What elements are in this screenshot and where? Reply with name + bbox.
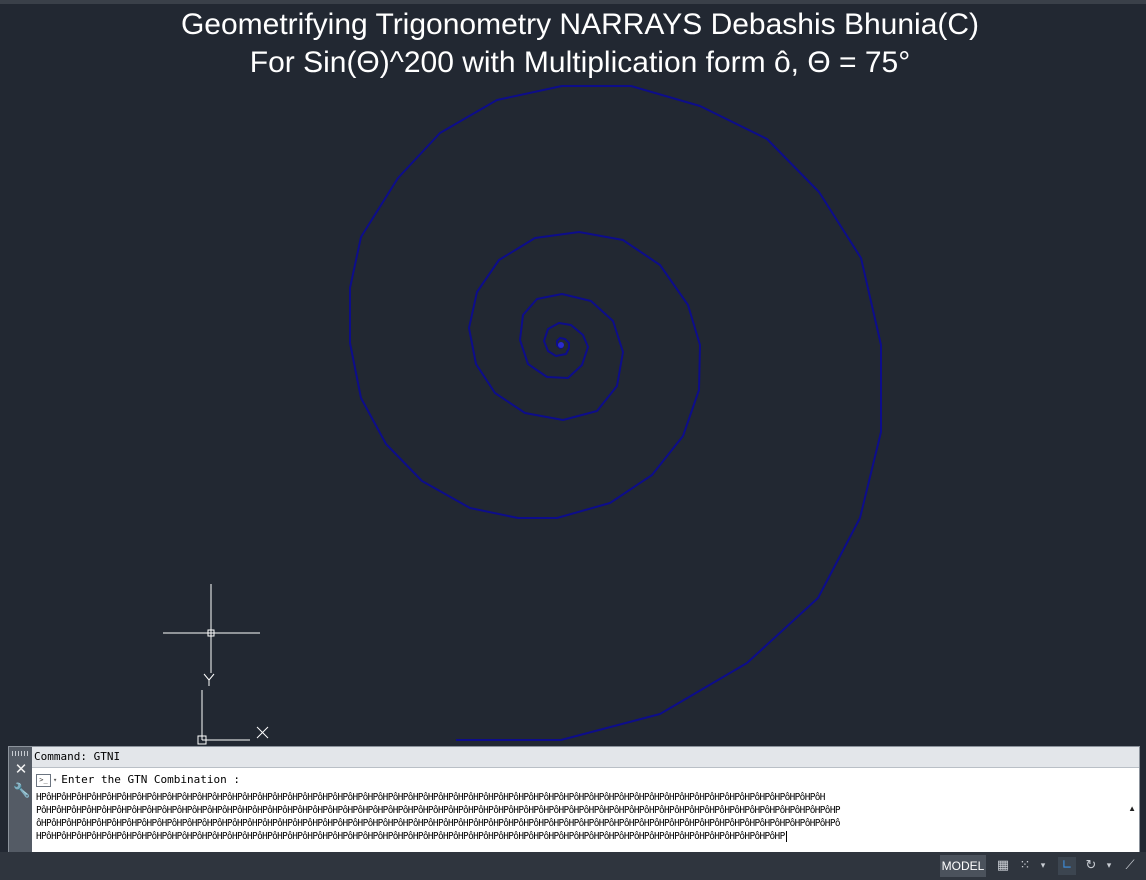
top-edge [0,0,1146,4]
spiral-center-dot [558,342,564,348]
chevron-down-icon[interactable]: ▾ [53,776,58,784]
command-line-area[interactable]: >_ ▾ Enter the GTN Combination : HPôHPôHPô… [32,768,1139,853]
close-icon[interactable]: ✕ [14,760,28,778]
command-input-line[interactable]: ôHPôHPôHPôHPôHPôHPôHPôHPôHPôHPôHPôHPôHPô… [36,818,841,829]
dropdown-arrow-icon[interactable]: ▾ [1106,861,1112,871]
command-window-grip[interactable]: ✕ 🔧 [9,747,32,853]
polar-tracking-icon[interactable]: ↻ [1085,858,1097,873]
drawing-title-line-2: For Sin(Θ)^200 with Multiplication form … [249,46,911,79]
spiral-curve [349,85,882,741]
command-input-line[interactable]: HPôHPôHPôHPôHPôHPôHPôHPôHPôHPôHPôHPôHPôH… [36,831,787,842]
command-prompt-icon[interactable]: >_ [36,773,51,787]
drawing-title-line-1: Geometrifying Trigonometry NARRAYS Debas… [180,8,980,41]
ortho-mode-icon[interactable]: ∟ [1058,857,1076,875]
dropdown-arrow-icon[interactable]: ▾ [1040,861,1046,871]
model-space-button[interactable]: MODEL [940,855,986,877]
scroll-up-icon[interactable]: ▲ [1128,804,1136,813]
status-bar: MODEL ▦ ⁙ ▾ ∟ ↻ ▾ ⟋ [0,852,1146,880]
command-prompt-text: Enter the GTN Combination : [61,773,241,786]
command-input-line[interactable]: PôHPôHPôHPôHPôHPôHPôHPôHPôHPôHPôHPôHPôHP… [36,805,841,816]
crosshair-cursor [163,584,260,673]
command-prompt-row: >_ ▾ Enter the GTN Combination : [36,772,240,788]
drag-handle-icon[interactable] [12,751,28,756]
command-window[interactable]: ✕ 🔧 Command: GTNI >_ ▾ Enter the GTN Combi… [8,746,1140,854]
command-history: Command: GTNI [32,747,1139,768]
customize-wrench-icon[interactable]: 🔧 [13,783,31,799]
isodraft-icon[interactable]: ⟋ [1125,858,1135,873]
snap-mode-icon[interactable]: ⁙ [1019,858,1031,873]
grid-display-icon[interactable]: ▦ [996,858,1010,873]
command-input-line[interactable]: HPôHPôHPôHPôHPôHPôHPôHPôHPôHPôHPôHPôHPôH… [36,792,825,803]
ucs-icon [197,673,269,745]
